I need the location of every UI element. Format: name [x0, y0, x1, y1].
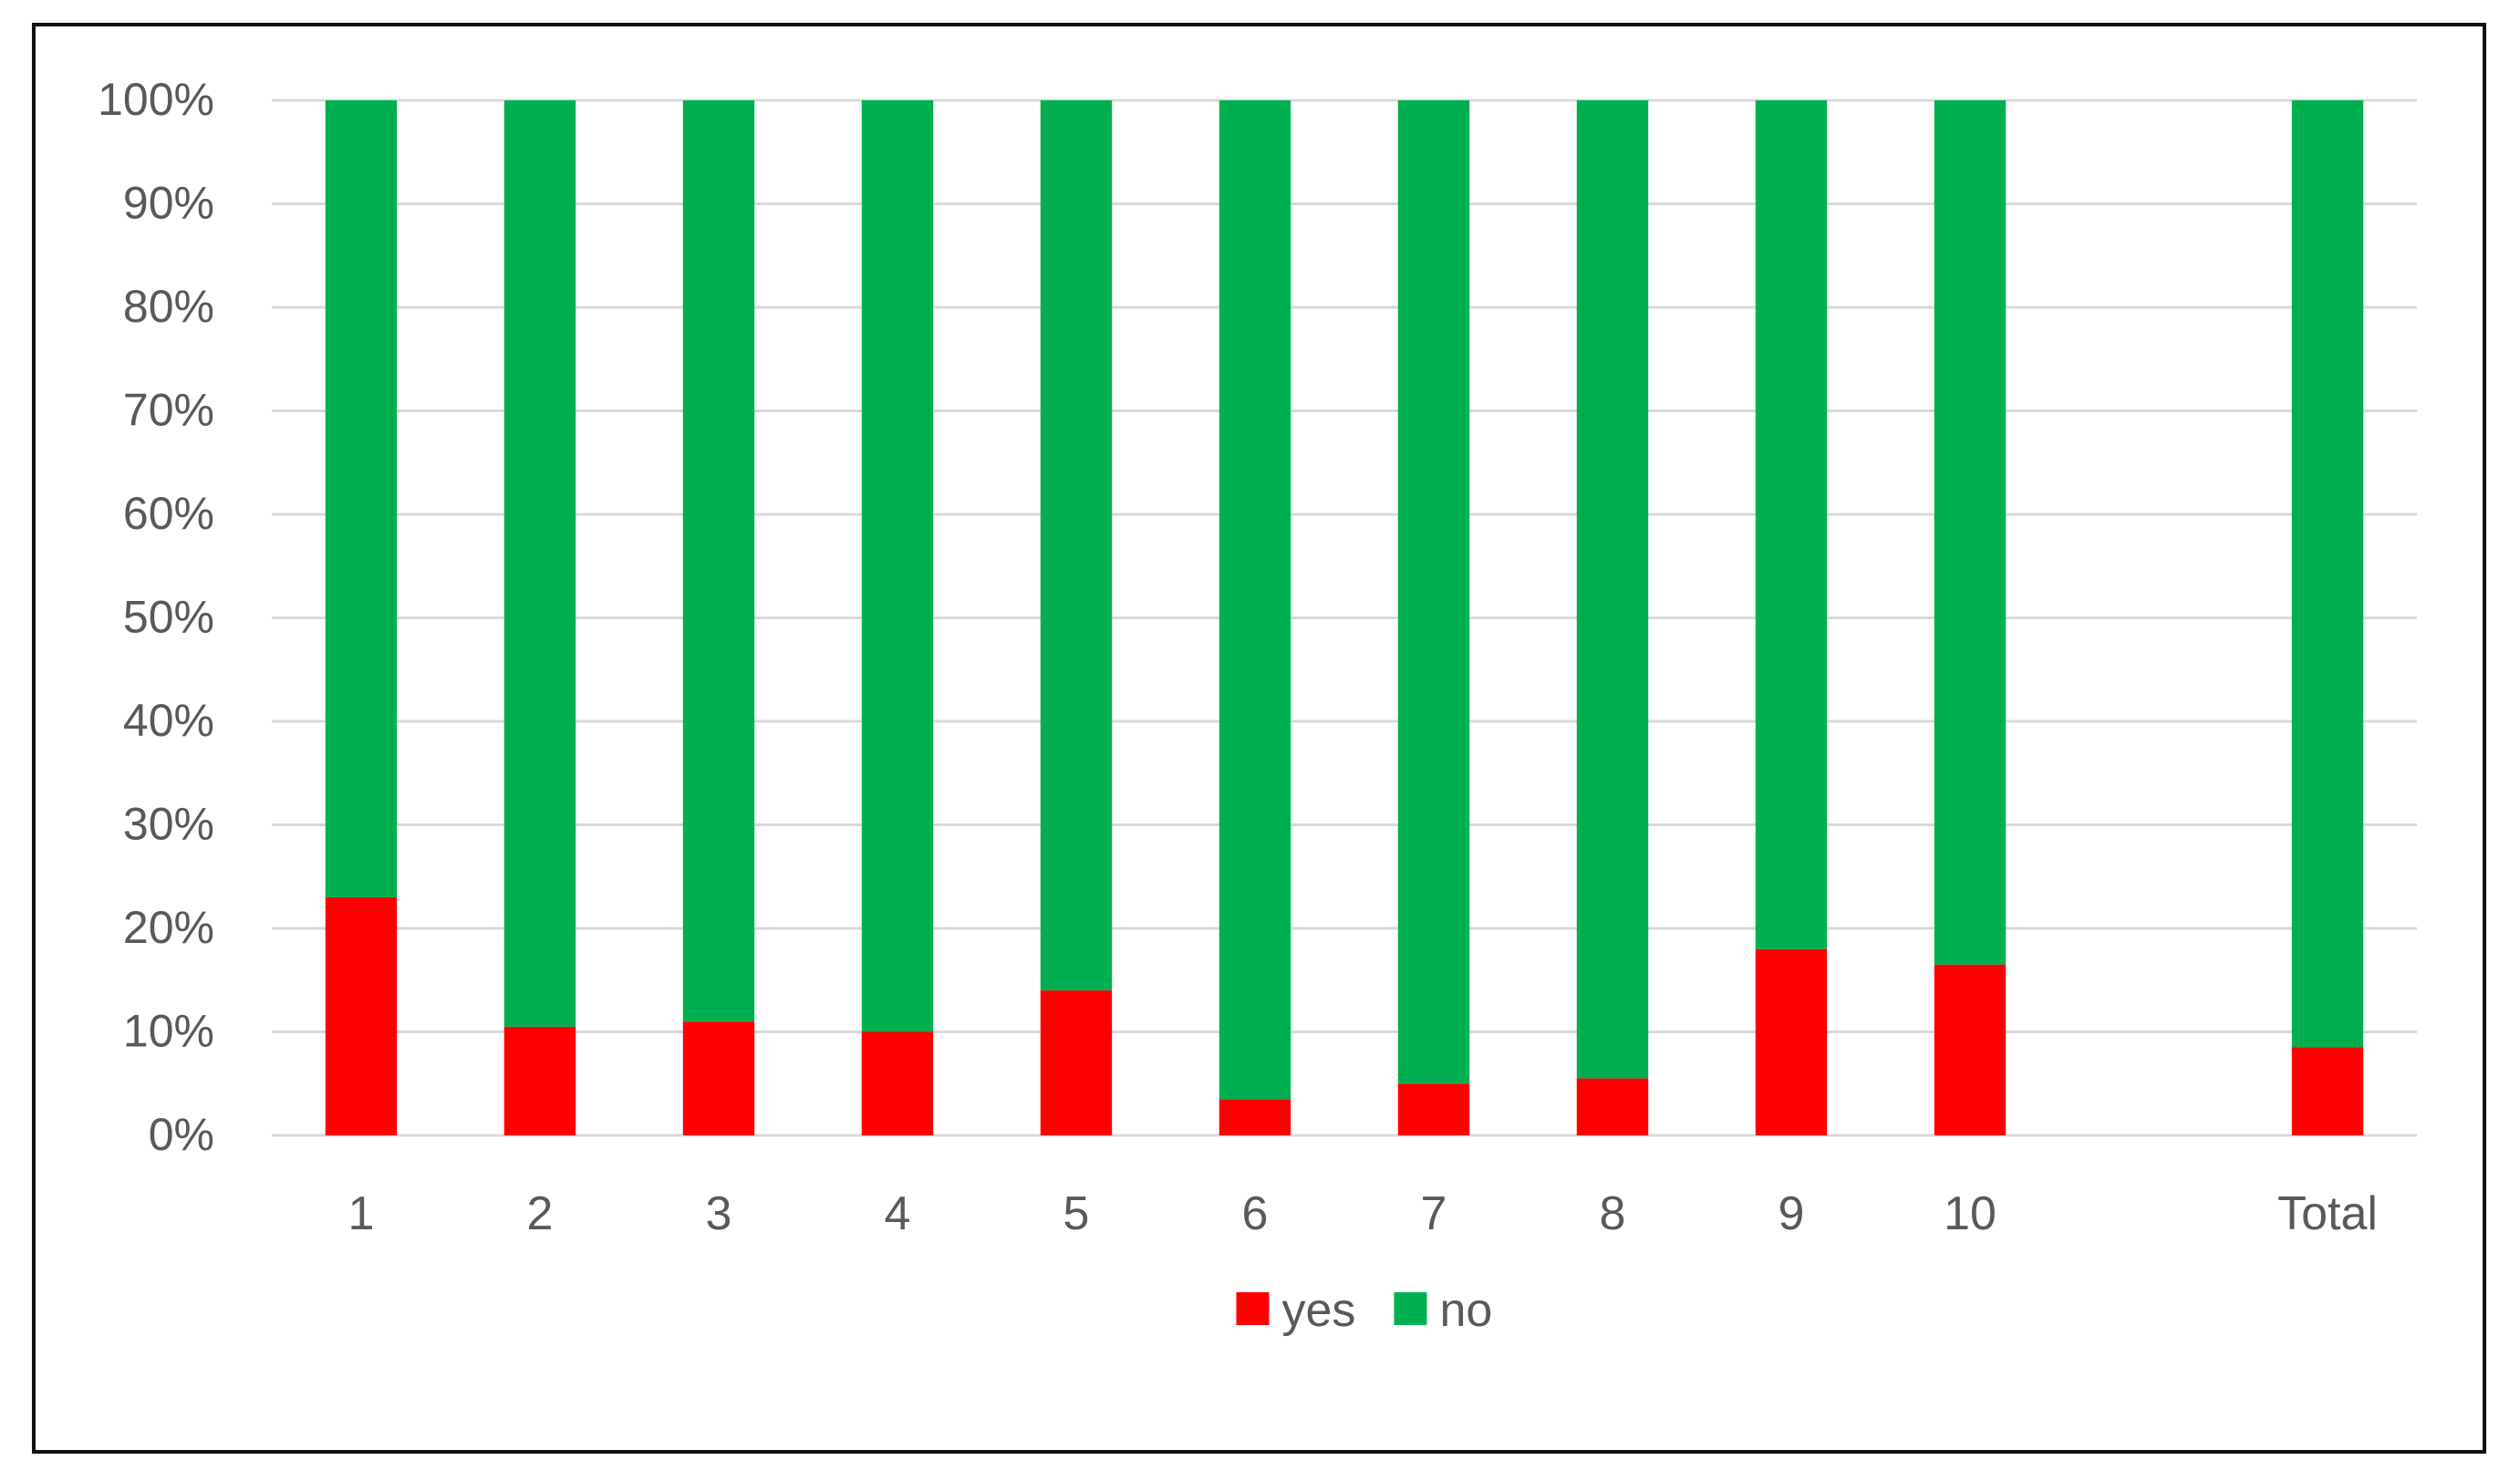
bar-segment-no-8 [1576, 100, 1649, 1079]
legend-swatch-yes [1236, 1292, 1270, 1325]
x-category-label: 10 [1944, 1187, 1996, 1240]
y-tick-label: 80% [123, 281, 214, 332]
y-tick-label: 50% [123, 592, 214, 643]
y-tick-label: 60% [123, 488, 214, 539]
x-category-label: 8 [1600, 1187, 1626, 1240]
x-axis-category-labels: 1 2 3 4 5 6 7 8 9 10 Total [348, 1187, 2378, 1240]
legend: yes no [1236, 1284, 1493, 1337]
bar-segment-no-Total [2291, 100, 2364, 1048]
bar-segment-no-5 [1040, 100, 1113, 991]
legend-swatch-no [1394, 1292, 1427, 1325]
bar-segment-yes-4 [861, 1031, 934, 1135]
bar-segment-yes-Total [2291, 1047, 2364, 1135]
y-tick-label: 90% [123, 178, 214, 229]
y-tick-label: 0% [149, 1109, 214, 1160]
bar-segment-yes-9 [1755, 948, 1828, 1135]
bar-segment-no-7 [1397, 100, 1470, 1084]
bar-segment-yes-1 [325, 896, 398, 1135]
bar-segment-no-6 [1219, 100, 1291, 1100]
bar-segment-no-9 [1755, 100, 1828, 949]
x-category-label: 3 [706, 1187, 732, 1240]
gridlines [272, 98, 2417, 1137]
y-tick-label: 30% [123, 799, 214, 850]
bar-segment-yes-8 [1576, 1078, 1649, 1135]
x-category-label: 2 [527, 1187, 554, 1240]
x-category-label: Total [2277, 1187, 2378, 1240]
bar-segment-no-1 [325, 100, 398, 897]
legend-label-yes: yes [1282, 1284, 1356, 1337]
bar-segment-no-4 [861, 100, 934, 1032]
x-category-label: 1 [348, 1187, 375, 1240]
y-tick-label: 40% [123, 695, 214, 746]
bar-segment-yes-7 [1397, 1083, 1470, 1135]
legend-label-no: no [1440, 1284, 1493, 1337]
bar-segment-yes-5 [1040, 990, 1113, 1135]
bar-segment-no-3 [682, 100, 755, 1022]
y-tick-label: 100% [98, 74, 214, 125]
x-category-label: 6 [1242, 1187, 1269, 1240]
bar-segment-yes-2 [503, 1026, 576, 1135]
bars [325, 100, 2364, 1135]
x-category-label: 4 [885, 1187, 911, 1240]
bar-segment-no-10 [1934, 100, 2007, 965]
x-category-label: 5 [1063, 1187, 1090, 1240]
bar-segment-no-2 [503, 100, 576, 1027]
y-tick-label: 70% [123, 385, 214, 436]
y-tick-label: 20% [123, 902, 214, 953]
y-tick-label: 10% [123, 1006, 214, 1057]
bar-segment-yes-10 [1934, 964, 2007, 1135]
bar-segment-yes-6 [1219, 1099, 1291, 1135]
y-axis-tick-labels: 0% 10% 20% 30% 40% 50% 60% 70% 80% 90% 100% [98, 74, 214, 1160]
bar-segment-yes-3 [682, 1021, 755, 1135]
x-category-label: 7 [1421, 1187, 1447, 1240]
x-category-label: 9 [1779, 1187, 1805, 1240]
